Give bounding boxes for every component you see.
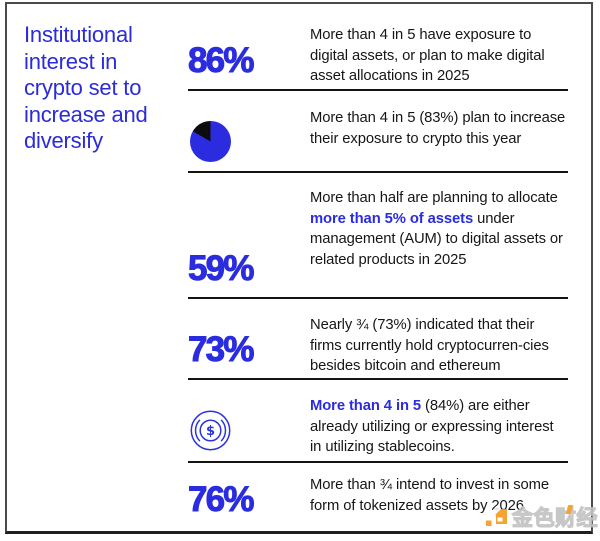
svg-text:$: $ (206, 424, 215, 439)
stat-description: More than half are planning to allocate … (310, 173, 568, 297)
description-text: Nearly ¾ (73%) indicated that their firm… (310, 317, 549, 374)
stat-row-aum-allocation: 59% More than half are planning to alloc… (188, 173, 568, 299)
description-text: (84%) are either already utilizing or ex… (310, 398, 554, 455)
description-text: More than 4 in 5 have exposure to digita… (310, 27, 545, 84)
stat-cell: $ (188, 380, 310, 461)
description-text: More than 4 in 5 (83%) plan to increase … (310, 110, 566, 147)
stat-value-59: 59% (188, 249, 255, 288)
stat-row-digital-assets: 86% More than 4 in 5 have exposure to di… (188, 12, 568, 91)
stat-rows: 86% More than 4 in 5 have exposure to di… (188, 12, 568, 533)
stat-row-exposure-increase: More than 4 in 5 (83%) plan to increase … (188, 91, 568, 173)
stat-row-hold-crypto: 73% Nearly ¾ (73%) indicated that their … (188, 299, 568, 380)
stat-cell: 86% (188, 12, 310, 89)
stat-value-73: 73% (188, 330, 255, 369)
stat-value-76: 76% (188, 480, 255, 519)
stat-description: More than 4 in 5 (84%) are either alread… (310, 380, 568, 461)
dollar-coin-icon: $ (190, 410, 231, 451)
watermark: 金色财经 (485, 502, 598, 532)
watermark-text: 金色财经 (511, 505, 598, 530)
stat-description: More than 4 in 5 (83%) plan to increase … (310, 91, 568, 171)
description-highlight: More than 4 in 5 (310, 398, 422, 414)
stat-cell (188, 91, 310, 171)
stat-cell: 59% (188, 173, 310, 297)
stat-description: Nearly ¾ (73%) indicated that their firm… (310, 299, 568, 378)
pie-chart-icon (190, 121, 231, 162)
stat-cell: 76% (188, 463, 310, 533)
description-highlight: more than 5% of assets (310, 210, 474, 227)
description-text: under management (AUM) to digital assets… (310, 210, 563, 268)
stat-value-86: 86% (188, 41, 255, 80)
stat-cell: 73% (188, 299, 310, 378)
stat-description: More than 4 in 5 have exposure to digita… (310, 12, 568, 89)
stat-row-stablecoins: $ More than 4 in 5 (84%) are either alre… (188, 380, 568, 463)
watermark-logo-icon (486, 509, 507, 526)
page-title: Institutional interest in crypto set to … (24, 22, 148, 153)
description-text: More than ¾ intend to invest in some for… (310, 477, 550, 514)
stat-description: More than ¾ intend to invest in some for… (310, 463, 568, 533)
stat-row-tokenized-assets: 76% More than ¾ intend to invest in some… (188, 463, 568, 533)
description-text: More than half are planning to allocate (310, 190, 558, 206)
